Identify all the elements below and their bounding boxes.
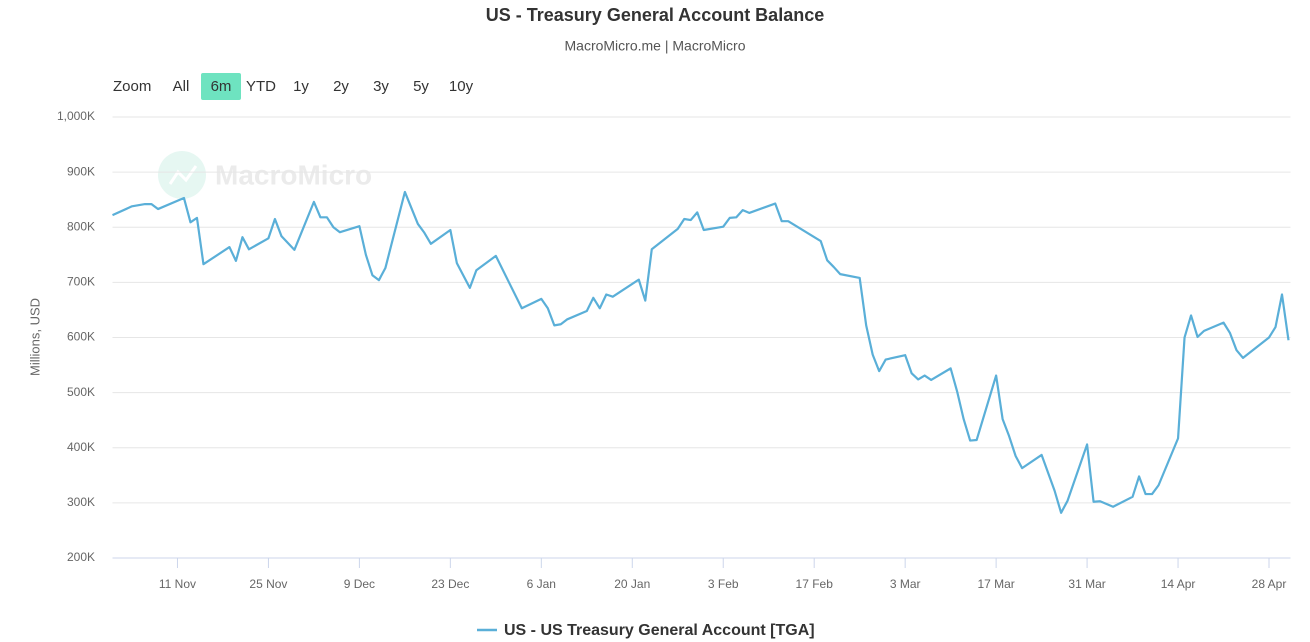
zoom-button-label: 3y — [373, 78, 389, 95]
zoom-button-label: 10y — [449, 78, 474, 95]
y-tick-label: 1,000K — [57, 109, 95, 123]
x-tick-label: 20 Jan — [614, 577, 650, 591]
x-tick-label: 6 Jan — [527, 577, 556, 591]
watermark-icon-line — [168, 165, 198, 185]
watermark: MacroMicro — [158, 151, 372, 199]
zoom-button[interactable]: YTD — [246, 78, 276, 95]
x-tick-label: 23 Dec — [431, 577, 469, 591]
zoom-button[interactable]: 2y — [333, 78, 349, 95]
y-tick-label: 700K — [67, 275, 95, 289]
zoom-button[interactable]: 1y — [293, 78, 309, 95]
x-tick-label: 31 Mar — [1068, 577, 1105, 591]
chart-subtitle: MacroMicro.me | MacroMicro — [565, 38, 746, 54]
zoom-button[interactable]: 10y — [449, 78, 474, 95]
zoom-button-label: YTD — [246, 78, 276, 95]
watermark-text: MacroMicro — [215, 159, 372, 190]
y-tick-label: 900K — [67, 164, 95, 178]
y-tick-label: 400K — [67, 440, 95, 454]
zoom-button-label: 2y — [333, 78, 349, 95]
series-line — [112, 190, 1290, 514]
x-tick-label: 17 Feb — [796, 577, 834, 591]
x-tick-label: 25 Nov — [249, 577, 287, 591]
zoom-button[interactable]: 3y — [373, 78, 389, 95]
x-tick-label: 17 Mar — [977, 577, 1014, 591]
zoom-button-bg — [201, 73, 241, 100]
legend-label: US - US Treasury General Account [TGA] — [504, 622, 815, 639]
zoom-button-label: 6m — [211, 78, 232, 95]
zoom-button[interactable]: 5y — [413, 78, 429, 95]
zoom-button[interactable]: All — [173, 78, 190, 95]
y-tick-label: 800K — [67, 219, 95, 233]
x-tick-label: 9 Dec — [344, 577, 375, 591]
zoom-button-label: 5y — [413, 78, 429, 95]
x-tick-label: 11 Nov — [159, 577, 196, 591]
zoom-button-label: 1y — [293, 78, 309, 95]
y-tick-label: 600K — [67, 330, 95, 344]
legend-item[interactable]: US - US Treasury General Account [TGA] — [477, 622, 815, 639]
y-tick-label: 200K — [67, 550, 95, 564]
zoom-button-label: All — [173, 78, 190, 95]
zoom-button[interactable]: 6m — [201, 73, 241, 100]
y-axis-title: Millions, USD — [27, 298, 42, 376]
x-tick-label: 3 Mar — [890, 577, 921, 591]
zoom-label: Zoom — [113, 78, 151, 95]
chart-title: US - Treasury General Account Balance — [486, 5, 824, 25]
y-tick-label: 500K — [67, 385, 95, 399]
y-tick-label: 300K — [67, 495, 95, 509]
x-tick-label: 3 Feb — [708, 577, 739, 591]
x-tick-label: 14 Apr — [1161, 577, 1196, 591]
x-tick-label: 28 Apr — [1252, 577, 1287, 591]
